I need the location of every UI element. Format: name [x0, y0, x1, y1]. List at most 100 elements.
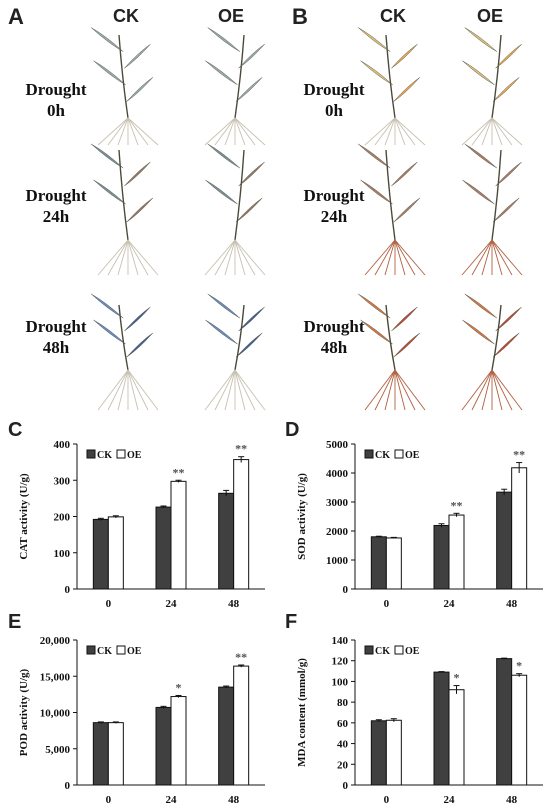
chart-c-ytick-label: 300: [54, 475, 71, 487]
chart-d-bar-oe-24: [448, 514, 465, 590]
chart-e-significance: **: [235, 650, 247, 664]
chart-e-ytick-label: 10,000: [40, 708, 71, 720]
chart-e-svg: E 0 5,000 10,000 15,000 20,000 POD activity (U…: [8, 611, 265, 806]
chart-e-xtick-label: 24: [166, 794, 178, 806]
chart-d: D 0 1000 2000 3000 4000 5000 SOD activity (U/g)…: [275, 418, 550, 611]
chart-d-svg: D 0 1000 2000 3000 4000 5000 SOD activity (U/g)…: [285, 419, 543, 610]
chart-c-xtick-label: 24: [166, 598, 178, 610]
chart-f-ytick-label: 100: [332, 676, 349, 688]
chart-f-ytick-label: 140: [332, 635, 349, 647]
chart-f-xtick-label: 0: [384, 794, 390, 806]
chart-c-ytick-label: 100: [54, 548, 71, 560]
chart-c-legend-swatch-ck: [86, 449, 96, 459]
chart-f-svg: F 0 20 40 60 80 100 120 140 MDA content (mmol/g) 0…: [285, 611, 543, 806]
chart-d-significance: **: [513, 448, 525, 462]
panel-letter-b: B: [292, 4, 308, 29]
chart-d-ytick-label: 1000: [326, 555, 349, 567]
chart-d-bar-ck-24: [433, 524, 450, 590]
plant-a-oe-row1: [204, 143, 266, 276]
panel-b-row-label-0h: Drought 0h: [303, 80, 365, 120]
plant-b-oe-row2: [461, 293, 523, 411]
chart-f-bar-oe-24: [448, 689, 465, 786]
chart-e-xtick-label: 48: [228, 794, 240, 806]
chart-c-ytick-label: 200: [54, 512, 71, 524]
chart-e-ylabel: POD activity (U/g): [18, 668, 30, 756]
chart-c-legend-label-ck: CK: [97, 450, 112, 461]
chart-f-ytick-label: 0: [343, 780, 349, 792]
chart-c-legend-label-oe: OE: [127, 450, 142, 461]
chart-c-ylabel: CAT activity (U/g): [18, 473, 30, 560]
chart-c-bar-ck-0: [92, 518, 109, 590]
chart-c-significance: **: [173, 465, 185, 479]
chart-e-legend-label-ck: CK: [97, 646, 112, 657]
chart-c-ytick-label: 400: [54, 439, 71, 451]
panel-a-row-label-48h: Drought 48h: [25, 317, 87, 357]
chart-f-xtick-label: 24: [444, 794, 456, 806]
chart-e: E 0 5,000 10,000 15,000 20,000 POD activity (U…: [0, 611, 275, 809]
panel-b-column-oe: OE: [477, 6, 504, 26]
chart-d-bar-ck-48: [496, 491, 513, 590]
chart-d-ytick-label: 3000: [326, 497, 349, 509]
chart-d-ytick-label: 4000: [326, 468, 349, 480]
chart-f-ylabel: MDA content (mmol/g): [296, 658, 308, 767]
panel-a-row-label-0h: Drought 0h: [25, 80, 87, 120]
chart-f-bar-ck-48: [496, 658, 513, 786]
chart-f-bar-oe-48: [511, 674, 528, 786]
plant-a-oe-row2: [204, 293, 266, 411]
chart-f-bar-oe-0: [385, 719, 402, 786]
panel-b-column-ck: CK: [380, 6, 406, 26]
chart-e-ytick-label: 15,000: [40, 671, 71, 683]
chart-d-ytick-label: 5000: [326, 439, 349, 451]
panel-b-row-label-24h: Drought 24h: [303, 186, 365, 226]
chart-f-ytick-label: 80: [337, 697, 349, 709]
chart-d-ytick-label: 2000: [326, 526, 349, 538]
plant-a-ck-row1: [91, 143, 159, 276]
panel-a-column-oe: OE: [218, 6, 245, 26]
chart-f: F 0 20 40 60 80 100 120 140 MDA content (mmol/g) 0…: [275, 611, 550, 809]
chart-f-legend-swatch-oe: [394, 645, 404, 655]
chart-e-ytick-label: 20,000: [40, 635, 71, 647]
panel-a-column-ck: CK: [113, 6, 139, 26]
plant-b-ck-row1: [358, 143, 426, 276]
chart-d-bar-oe-0: [385, 537, 402, 590]
chart-f-legend-label-oe: OE: [405, 646, 420, 657]
chart-f-significance: *: [516, 659, 522, 673]
panel-letter-a: A: [8, 4, 24, 29]
plant-b-oe-row1: [461, 143, 523, 276]
chart-c-bar-oe-0: [107, 516, 124, 590]
chart-f-ytick-label: 40: [337, 739, 349, 751]
chart-d-bar-ck-0: [370, 536, 387, 590]
chart-f-ytick-label: 120: [332, 656, 349, 668]
chart-d-bar-oe-48: [511, 467, 528, 590]
chart-d-ytick-label: 0: [343, 584, 349, 596]
chart-f-ytick-label: 20: [337, 759, 349, 771]
chart-e-ytick-label: 5,000: [45, 744, 70, 756]
chart-c-significance: **: [235, 442, 247, 456]
chart-e-bar-ck-0: [92, 722, 109, 786]
chart-f-significance: *: [454, 671, 460, 685]
chart-e-bar-ck-48: [218, 686, 235, 786]
chart-f-bar-ck-0: [370, 720, 387, 786]
chart-d-xtick-label: 0: [384, 598, 390, 610]
chart-d-ylabel: SOD activity (U/g): [296, 473, 308, 560]
chart-e-bar-oe-0: [107, 722, 124, 786]
chart-d-legend-swatch-ck: [364, 449, 374, 459]
chart-d-xtick-label: 48: [506, 598, 518, 610]
chart-f-legend-swatch-ck: [364, 645, 374, 655]
chart-e-ytick-label: 0: [65, 780, 71, 792]
chart-f-ytick-label: 60: [337, 718, 349, 730]
chart-c-bar-ck-24: [155, 506, 172, 590]
chart-c: C 0 100 200 300 400 CAT activity (U/g) 0 24 ** 48 *…: [0, 418, 275, 611]
panel-a-row-label-24h: Drought 24h: [25, 186, 87, 226]
chart-f-xtick-label: 48: [506, 794, 518, 806]
plant-b-ck-row0: [358, 27, 426, 146]
chart-e-legend-swatch-ck: [86, 645, 96, 655]
chart-e-letter: E: [8, 611, 21, 633]
chart-c-ytick-label: 0: [65, 584, 71, 596]
chart-c-svg: C 0 100 200 300 400 CAT activity (U/g) 0 24 ** 48 *…: [8, 419, 265, 610]
plant-b-ck-row2: [358, 293, 426, 411]
chart-d-xtick-label: 24: [444, 598, 456, 610]
chart-e-significance: *: [176, 680, 182, 694]
plant-a-ck-row2: [91, 293, 159, 411]
